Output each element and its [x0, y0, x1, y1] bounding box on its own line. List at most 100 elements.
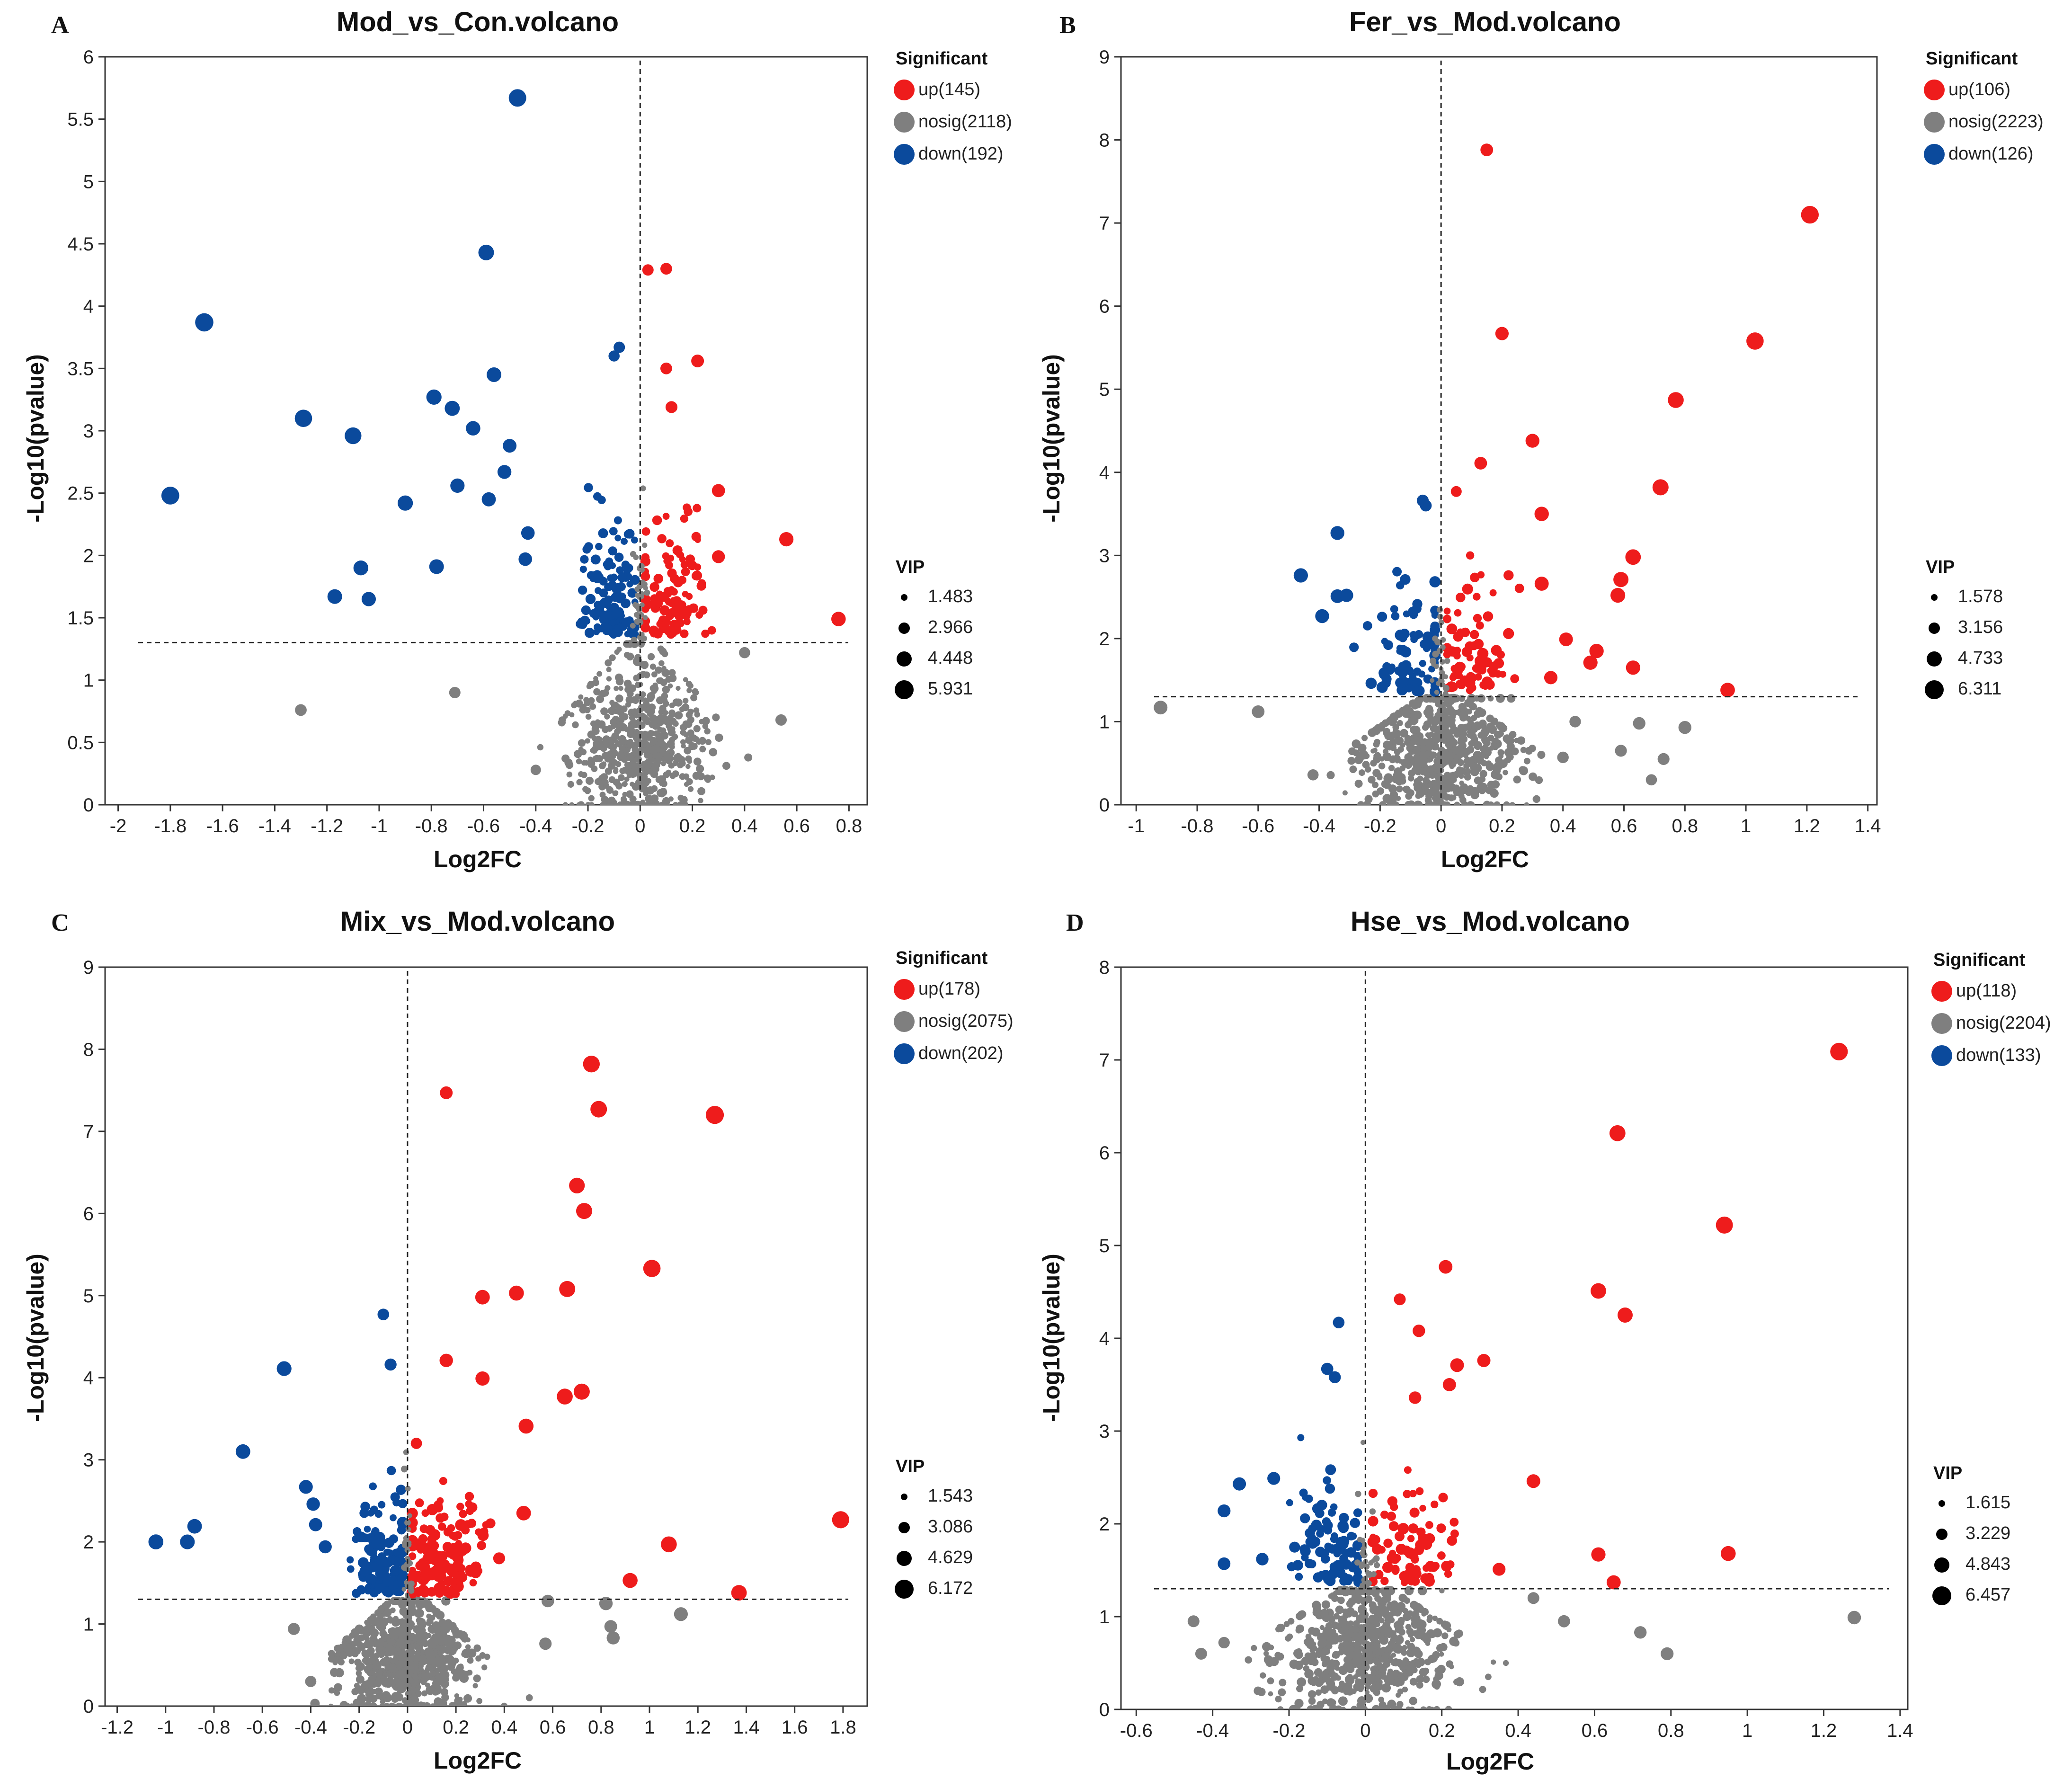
up-point — [1514, 583, 1524, 593]
up-point — [831, 612, 846, 626]
up-point — [1446, 1560, 1455, 1569]
y-tick-label: 2 — [83, 1532, 94, 1553]
down-point — [1339, 1576, 1349, 1586]
nosig-point — [393, 1678, 400, 1685]
up-point — [1477, 571, 1485, 578]
down-point — [366, 1574, 376, 1584]
down-point — [1307, 1559, 1316, 1568]
nosig-point — [690, 694, 698, 702]
nosig-point — [630, 719, 637, 726]
down-point — [1405, 684, 1413, 693]
nosig-point — [436, 1610, 445, 1620]
up-point — [1460, 676, 1469, 686]
nosig-point — [1396, 1639, 1402, 1646]
nosig-point — [673, 801, 679, 805]
nosig-point — [1342, 1632, 1352, 1642]
vip-legend-title: VIP — [896, 1457, 925, 1477]
nosig-point — [1369, 1601, 1377, 1609]
nosig-point — [1393, 727, 1398, 733]
y-tick-label: 6 — [1099, 296, 1110, 317]
x-tick-label: -0.4 — [294, 1717, 327, 1738]
nosig-point — [1265, 1644, 1272, 1649]
nosig-point — [1480, 783, 1487, 790]
nosig-point — [1395, 776, 1404, 785]
nosig-point — [1487, 735, 1494, 741]
nosig-point — [1326, 771, 1335, 779]
nosig-point — [1394, 737, 1400, 743]
nosig-point — [1403, 786, 1409, 792]
down-point — [384, 1358, 397, 1371]
nosig-point — [1484, 754, 1489, 760]
nosig-point — [599, 1597, 613, 1610]
nosig-point — [1389, 1637, 1396, 1644]
down-point — [1365, 677, 1377, 689]
nosig-point — [652, 682, 658, 688]
nosig-point — [647, 695, 654, 703]
nosig-point — [1358, 1604, 1366, 1613]
up-point — [665, 613, 673, 621]
up-point — [832, 1511, 849, 1529]
nosig-point — [1383, 740, 1392, 749]
nosig-point — [564, 758, 573, 767]
down-point — [608, 630, 615, 637]
nosig-point — [457, 1697, 463, 1702]
nosig-point — [631, 637, 637, 643]
nosig-point — [404, 1519, 411, 1526]
nosig-point — [1310, 1645, 1317, 1652]
nosig-point — [1397, 1604, 1405, 1612]
nosig-point — [639, 773, 648, 782]
nosig-point — [1503, 1660, 1509, 1666]
x-tick-label: 0.2 — [1489, 816, 1515, 836]
x-tick-label: 0.4 — [731, 816, 758, 836]
nosig-point — [592, 756, 599, 762]
up-point — [450, 1531, 460, 1541]
down-point — [148, 1534, 164, 1549]
nosig-point — [1406, 1628, 1414, 1636]
down-point — [585, 594, 596, 605]
down-point — [1352, 1574, 1363, 1584]
nosig-point — [1374, 1595, 1381, 1602]
down-point — [1333, 1317, 1345, 1328]
y-tick-label: 1 — [1099, 712, 1110, 732]
nosig-point — [1428, 770, 1437, 779]
nosig-point — [1368, 775, 1376, 784]
up-point — [443, 1586, 454, 1598]
nosig-point — [649, 663, 656, 670]
down-point — [306, 1497, 320, 1511]
nosig-point — [647, 653, 655, 660]
nosig-point — [1494, 730, 1502, 739]
nosig-point — [432, 1679, 441, 1688]
nosig-point — [362, 1657, 368, 1663]
up-point — [1415, 1487, 1424, 1495]
nosig-point — [1452, 784, 1460, 792]
up-point — [410, 1438, 422, 1449]
nosig-point — [1263, 1651, 1269, 1656]
up-point — [1383, 1539, 1393, 1548]
nosig-point — [1422, 696, 1427, 701]
y-tick-label: 3 — [1099, 1421, 1110, 1442]
up-point — [1489, 589, 1497, 596]
up-point — [712, 550, 725, 563]
nosig-point — [577, 801, 585, 805]
nosig-point — [1434, 1671, 1443, 1680]
nosig-point — [1442, 685, 1450, 692]
legend-down-marker — [894, 144, 915, 165]
down-point — [578, 586, 587, 595]
x-tick-label: 0.2 — [1429, 1720, 1455, 1741]
nosig-point — [448, 1661, 456, 1669]
up-point — [707, 626, 716, 635]
nosig-point — [1430, 678, 1435, 683]
nosig-point — [1304, 1638, 1313, 1647]
down-point — [1299, 1544, 1310, 1554]
legend-up-marker — [1924, 80, 1945, 100]
nosig-point — [1397, 1688, 1404, 1695]
up-point — [464, 1492, 474, 1501]
nosig-point — [465, 1644, 471, 1650]
nosig-point — [1425, 800, 1434, 805]
nosig-point — [1410, 725, 1419, 734]
nosig-point — [1497, 749, 1504, 756]
x-tick-label: -0.6 — [467, 816, 500, 836]
legend-up-marker — [894, 979, 915, 1000]
nosig-point — [426, 1633, 432, 1638]
